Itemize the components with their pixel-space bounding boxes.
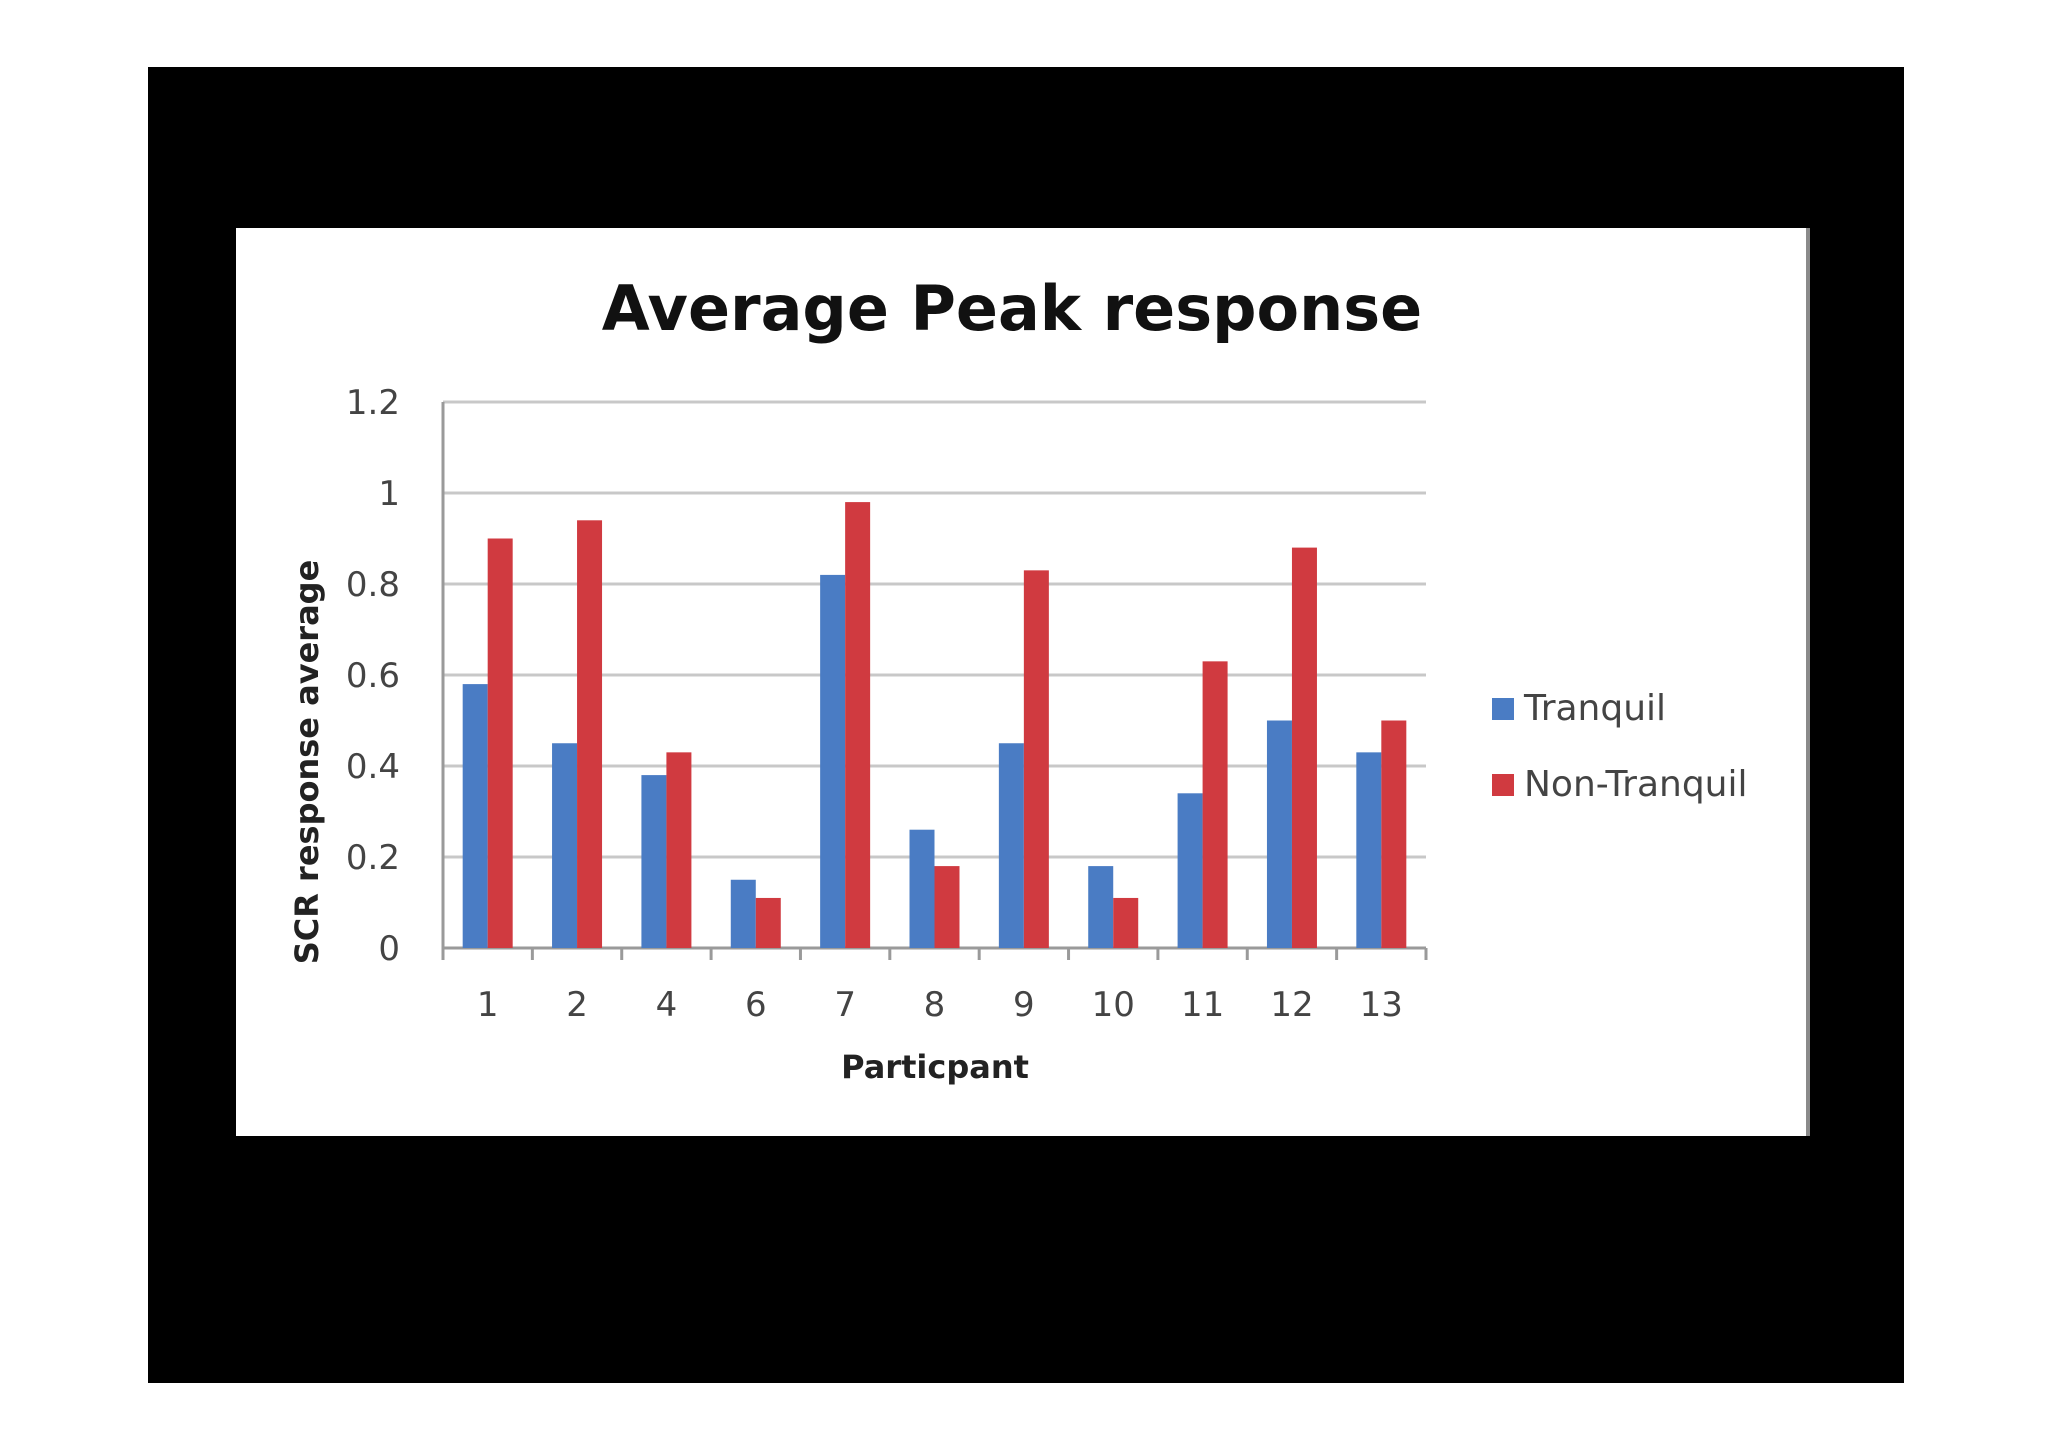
bar-tranquil-1 [462, 684, 488, 948]
y-tick-label: 0.4 [346, 747, 400, 787]
x-tick-label: 1 [477, 985, 499, 1025]
x-tick-label: 13 [1360, 985, 1403, 1025]
x-tick-label: 2 [566, 985, 588, 1025]
bar-non-tranquil-9 [1023, 570, 1049, 948]
axes: 00.20.40.60.811.21 2 4 6 7 8 9 10 11 12 13 [346, 383, 1428, 1025]
legend-label: Non-Tranquil [1524, 764, 1748, 805]
bar-non-tranquil-2 [577, 520, 603, 948]
y-tick-label: 0.2 [346, 838, 400, 878]
gridlines [443, 400, 1426, 950]
x-tick-label: 6 [745, 985, 767, 1025]
bar-tranquil-8 [909, 829, 935, 948]
bar-tranquil-7 [820, 574, 846, 948]
legend-label: Tranquil [1523, 688, 1666, 729]
bar-non-tranquil-7 [845, 502, 871, 948]
x-tick-label: 11 [1181, 985, 1224, 1025]
x-tick-label: 4 [656, 985, 678, 1025]
y-tick-label: 0.8 [346, 565, 400, 605]
y-axis-title: SCR response average [288, 560, 326, 965]
bar-tranquil-12 [1266, 720, 1292, 948]
y-tick-label: 0.6 [346, 656, 400, 696]
legend: Tranquil Non-Tranquil [1492, 688, 1748, 805]
bar-non-tranquil-12 [1291, 547, 1317, 948]
bar-non-tranquil-10 [1113, 897, 1139, 948]
bar-non-tranquil-13 [1381, 720, 1407, 948]
bar-tranquil-2 [552, 743, 578, 948]
legend-swatch [1492, 698, 1514, 720]
bar-non-tranquil-11 [1202, 661, 1228, 948]
bar-non-tranquil-4 [666, 752, 692, 948]
bar-non-tranquil-8 [934, 866, 960, 948]
bar-tranquil-13 [1356, 752, 1382, 948]
legend-swatch [1492, 774, 1514, 796]
y-tick-label: 1 [378, 474, 400, 514]
x-tick-label: 12 [1270, 985, 1313, 1025]
bar-tranquil-9 [998, 743, 1024, 948]
bar-non-tranquil-1 [487, 538, 513, 948]
chart-title: Average Peak response [602, 272, 1422, 345]
y-tick-label: 0 [378, 929, 400, 969]
bar-tranquil-11 [1177, 793, 1203, 948]
bars [462, 502, 1407, 948]
x-axis-title: Particpant [841, 1048, 1029, 1086]
x-tick-label: 9 [1013, 985, 1035, 1025]
bar-tranquil-4 [641, 775, 667, 948]
bar-tranquil-10 [1088, 866, 1114, 948]
bar-tranquil-6 [730, 879, 756, 948]
x-tick-label: 10 [1092, 985, 1135, 1025]
bar-non-tranquil-6 [755, 897, 781, 948]
x-tick-label: 8 [924, 985, 946, 1025]
y-tick-label: 1.2 [346, 383, 400, 423]
x-tick-label: 7 [834, 985, 856, 1025]
